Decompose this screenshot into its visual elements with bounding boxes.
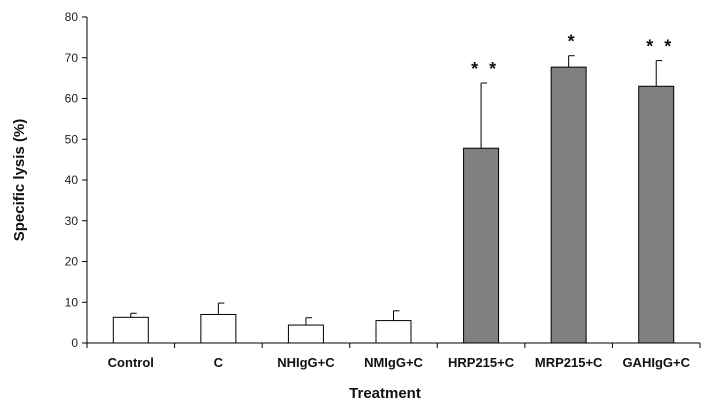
x-tick-label: GAHIgG+C — [622, 355, 690, 370]
x-tick-label: MRP215+C — [535, 355, 603, 370]
significance-label: * * — [646, 37, 674, 57]
x-tick-label: NMIgG+C — [364, 355, 423, 370]
bars: * * * * * — [112, 32, 675, 344]
x-axis-title: Treatment — [349, 385, 421, 402]
x-tick-label: NHIgG+C — [277, 355, 335, 370]
x-axis: Control C NHIgG+C NMIgG+C HRP215+C MRP215+C GA… — [86, 342, 701, 370]
bar — [200, 313, 237, 344]
y-tick-label: 30 — [65, 214, 79, 228]
y-tick-label: 70 — [65, 51, 79, 65]
bar — [375, 320, 412, 344]
bar — [550, 66, 587, 344]
y-tick-label: 40 — [65, 173, 79, 187]
y-tick-label: 50 — [65, 132, 79, 146]
y-tick-label: 80 — [65, 10, 79, 24]
significance-label: * * — [471, 59, 499, 79]
bar — [112, 316, 149, 344]
bar — [638, 85, 675, 344]
bar — [287, 324, 324, 344]
y-tick-label: 0 — [71, 336, 78, 350]
y-axis-title: Specific lysis (%) — [11, 119, 28, 242]
y-tick-label: 10 — [65, 295, 79, 309]
significance-label: * — [568, 32, 578, 52]
x-tick-label: C — [214, 355, 224, 370]
y-axis: 0 10 20 30 40 50 60 70 80 — [65, 10, 88, 350]
x-tick-label: Control — [108, 355, 154, 370]
x-tick-label: HRP215+C — [448, 355, 515, 370]
bar — [463, 147, 500, 344]
y-tick-label: 60 — [65, 92, 79, 106]
y-tick-label: 20 — [65, 255, 79, 269]
